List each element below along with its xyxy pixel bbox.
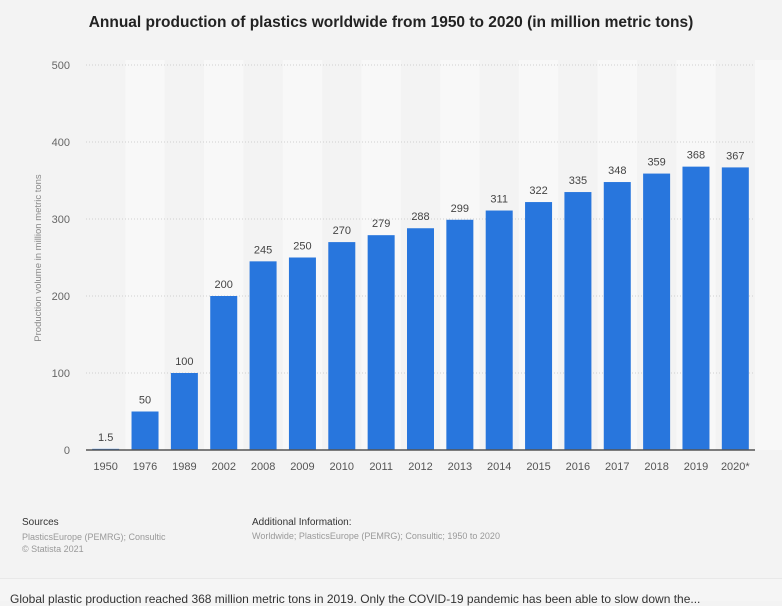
x-tick-label: 2015 bbox=[526, 461, 550, 473]
data-label: 270 bbox=[333, 225, 351, 237]
x-tick-label: 2002 bbox=[211, 461, 235, 473]
x-tick-label: 2008 bbox=[251, 461, 275, 473]
data-label: 50 bbox=[139, 395, 151, 407]
x-tick-label: 2014 bbox=[487, 461, 511, 473]
bar bbox=[210, 296, 238, 450]
y-tick-label: 100 bbox=[52, 368, 70, 380]
bar bbox=[721, 167, 749, 450]
bar bbox=[525, 202, 553, 450]
data-label: 368 bbox=[687, 150, 705, 162]
data-label: 367 bbox=[726, 150, 744, 162]
y-tick-label: 0 bbox=[64, 445, 70, 457]
bar-chart: 0 100 200 300 400 500 Production volume in mil… bbox=[33, 60, 782, 473]
x-tick-label: 1989 bbox=[172, 461, 196, 473]
x-tick-label: 2013 bbox=[448, 461, 472, 473]
bar bbox=[485, 210, 513, 450]
bar bbox=[446, 219, 474, 450]
bar bbox=[682, 166, 710, 450]
data-label: 250 bbox=[293, 241, 311, 253]
data-label: 279 bbox=[372, 218, 390, 230]
column-band bbox=[755, 60, 782, 450]
data-label: 288 bbox=[411, 211, 429, 223]
additional-info-block: Additional Information: Worldwide; Plast… bbox=[252, 517, 500, 541]
bar bbox=[367, 235, 395, 450]
y-axis-label: Production volume in million metric tons bbox=[33, 174, 44, 342]
x-tick-label: 2011 bbox=[369, 461, 393, 473]
data-label: 1.5 bbox=[98, 432, 113, 444]
data-label: 335 bbox=[569, 175, 587, 187]
sources-text[interactable]: PlasticsEurope (PEMRG); Consultic bbox=[22, 532, 166, 542]
x-tick-label: 2019 bbox=[684, 461, 708, 473]
y-tick-label: 200 bbox=[52, 291, 70, 303]
x-tick-label: 2012 bbox=[408, 461, 432, 473]
x-tick-label: 2016 bbox=[566, 461, 590, 473]
x-tick-label: 2018 bbox=[644, 461, 668, 473]
data-label: 200 bbox=[215, 279, 233, 291]
y-tick-label: 400 bbox=[52, 137, 70, 149]
bar bbox=[643, 173, 671, 450]
x-tick-label: 1950 bbox=[93, 461, 117, 473]
data-label: 311 bbox=[490, 194, 508, 206]
data-label: 322 bbox=[529, 185, 547, 197]
additional-info-heading: Additional Information: bbox=[252, 517, 352, 528]
x-tick-label: 2009 bbox=[290, 461, 314, 473]
x-tick-label: 2020* bbox=[721, 461, 750, 473]
bar bbox=[564, 192, 592, 451]
sources-block: Sources PlasticsEurope (PEMRG); Consulti… bbox=[22, 517, 166, 555]
data-label: 245 bbox=[254, 244, 272, 256]
bar bbox=[249, 261, 277, 450]
sources-heading: Sources bbox=[22, 517, 59, 528]
x-tick-label: 2017 bbox=[605, 461, 629, 473]
data-label: 299 bbox=[451, 203, 469, 215]
bar bbox=[603, 182, 631, 451]
x-tick-label: 1976 bbox=[133, 461, 157, 473]
y-tick-label: 500 bbox=[52, 60, 70, 72]
bar bbox=[131, 411, 159, 450]
footer-bar bbox=[0, 578, 782, 601]
y-tick-label: 300 bbox=[52, 214, 70, 226]
caption-text: Global plastic production reached 368 mi… bbox=[10, 592, 701, 606]
chart-title: Annual production of plastics worldwide … bbox=[88, 14, 694, 31]
column-band bbox=[125, 60, 165, 450]
copyright: © Statista 2021 bbox=[22, 544, 84, 554]
bar bbox=[328, 242, 356, 450]
data-label: 348 bbox=[608, 165, 626, 177]
bar bbox=[407, 228, 434, 450]
bar bbox=[288, 257, 316, 450]
data-label: 359 bbox=[647, 157, 665, 169]
x-tick-label: 2010 bbox=[330, 461, 354, 473]
data-label: 100 bbox=[175, 356, 193, 368]
bar bbox=[170, 373, 198, 450]
additional-info-text: Worldwide; PlasticsEurope (PEMRG); Consu… bbox=[252, 531, 500, 541]
